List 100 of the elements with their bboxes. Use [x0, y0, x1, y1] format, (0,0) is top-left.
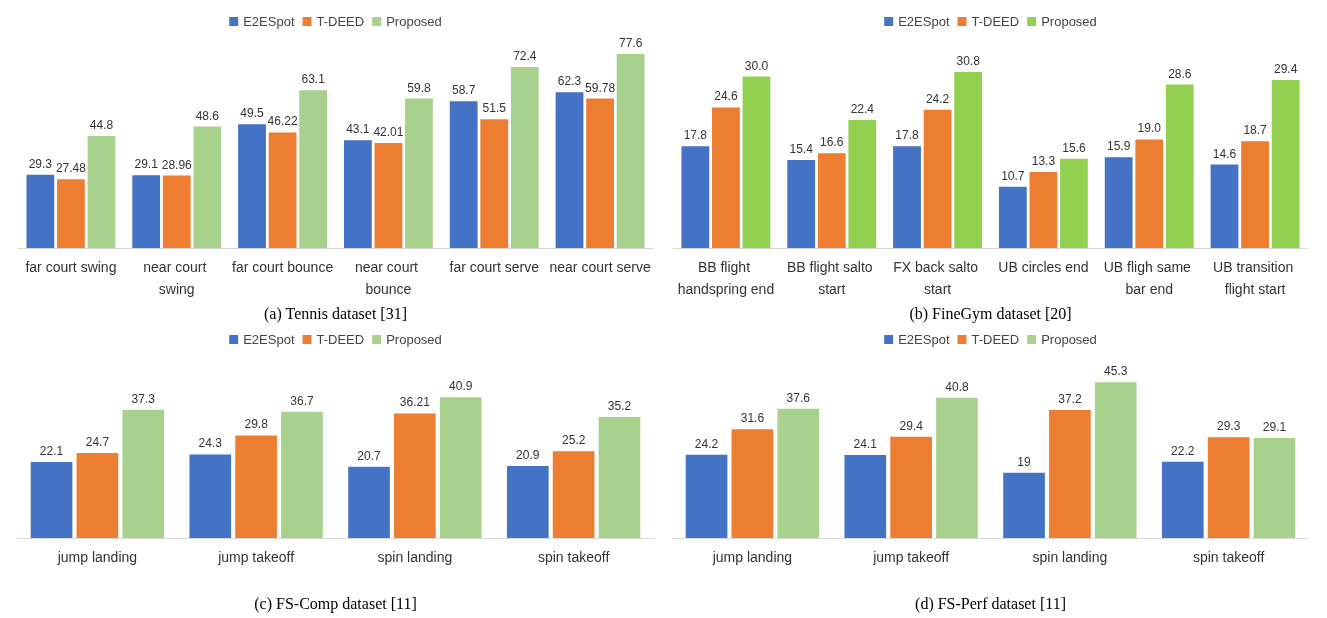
data-label: 43.1 [346, 122, 370, 137]
data-label: 37.2 [1058, 392, 1082, 407]
data-label: 22.1 [39, 443, 64, 458]
legend-label: T-DEED [316, 332, 365, 347]
data-label: 16.6 [820, 135, 844, 150]
bar [681, 146, 710, 248]
x-tick-label: jump takeoff [217, 549, 295, 565]
bar [1135, 139, 1164, 248]
bar [238, 124, 266, 248]
data-label: 31.6 [740, 411, 765, 426]
bar [954, 72, 983, 248]
x-tick-label: FX back salto start [893, 259, 982, 297]
legend-label: Proposed [386, 332, 442, 347]
bar [132, 175, 161, 248]
data-label: 29.1 [134, 157, 159, 172]
bar [1241, 141, 1269, 248]
x-tick-label: spin landing [1032, 549, 1108, 565]
bar [76, 453, 119, 538]
data-label: 29.8 [244, 417, 269, 432]
data-label: 29.3 [28, 156, 53, 171]
data-label: 58.7 [452, 83, 476, 98]
bar [890, 436, 932, 538]
x-tick-label: BB flight handspring end [677, 259, 775, 297]
legend-label: T-DEED [971, 332, 1020, 347]
bar [87, 136, 116, 248]
bar [1271, 80, 1300, 248]
bar [1161, 461, 1204, 538]
x-tick-label: spin takeoff [1192, 549, 1265, 565]
data-label: 13.3 [1031, 154, 1056, 168]
data-label: 19.0 [1137, 121, 1162, 136]
x-tick-label: BB flight salto start [787, 259, 877, 297]
data-label: 24.2 [925, 91, 950, 106]
bar [586, 98, 614, 248]
bar [1094, 382, 1137, 538]
data-label: 40.9 [449, 379, 473, 394]
bar [405, 98, 433, 248]
data-label: 29.1 [1262, 419, 1287, 434]
data-label: 20.9 [516, 448, 540, 463]
x-tick-label: near court serve [549, 259, 651, 275]
x-tick-label: UB circles end [998, 259, 1089, 275]
text: (b) FineGym dataset [20] [909, 304, 1072, 323]
bar [1210, 164, 1239, 248]
text: (c) FS-Comp dataset [11] [254, 594, 417, 613]
bar [1029, 172, 1058, 248]
data-label: 10.7 [1001, 168, 1025, 183]
bar [299, 90, 328, 248]
data-label: 18.7 [1243, 123, 1268, 138]
data-label: 49.5 [240, 106, 265, 121]
data-label: 59.78 [585, 80, 616, 95]
data-label: 48.6 [195, 108, 220, 123]
data-label: 42.01 [373, 124, 404, 139]
data-label: 37.6 [786, 390, 811, 405]
data-label: 25.2 [561, 433, 586, 448]
data-label: 29.4 [899, 418, 924, 433]
data-label: 72.4 [513, 49, 537, 63]
bar [998, 186, 1027, 248]
x-tick-label: UB transition flight start [1213, 259, 1298, 297]
data-label: 27.48 [55, 161, 87, 176]
data-label: 29.4 [1273, 62, 1298, 76]
bar [616, 54, 645, 248]
data-label: 63.1 [301, 72, 326, 87]
text: (a) Tennis dataset [31] [264, 304, 407, 323]
bar [936, 397, 978, 538]
data-label: 77.6 [618, 36, 643, 50]
bar [394, 413, 436, 538]
bar [281, 411, 323, 538]
x-tick-label: near court swing [143, 259, 211, 297]
bar [1253, 437, 1296, 538]
bar [1165, 84, 1194, 248]
bar [506, 466, 549, 538]
x-tick-label: far court serve [449, 259, 540, 275]
data-label: 62.3 [557, 74, 582, 89]
data-label: 20.7 [357, 448, 382, 463]
data-label: 36.21 [399, 395, 431, 410]
data-label: 45.3 [1104, 364, 1128, 379]
bar [449, 101, 478, 248]
data-label: 30.0 [744, 58, 769, 73]
x-tick-label: far court bounce [232, 259, 334, 275]
data-label: 44.8 [89, 118, 114, 132]
x-tick-label: near court bounce [354, 259, 422, 297]
bar [193, 126, 222, 248]
x-tick-label: far court swing [25, 259, 117, 275]
bar [439, 397, 482, 538]
data-label: 22.2 [1171, 443, 1195, 458]
bar [742, 76, 771, 248]
data-label: 15.6 [1062, 140, 1086, 155]
bar [480, 119, 509, 248]
data-label: 59.8 [407, 80, 431, 95]
bar [1049, 410, 1091, 538]
bar [348, 466, 390, 538]
data-label: 28.96 [161, 157, 193, 172]
bar [685, 454, 728, 538]
bar [893, 146, 921, 248]
x-tick-label: jump landing [56, 549, 138, 565]
x-tick-label: jump landing [711, 549, 793, 565]
data-label: 17.8 [683, 128, 708, 143]
bar [30, 461, 73, 538]
bar [923, 109, 952, 248]
legend-label: Proposed [1041, 332, 1097, 347]
data-label: 24.2 [694, 436, 719, 451]
